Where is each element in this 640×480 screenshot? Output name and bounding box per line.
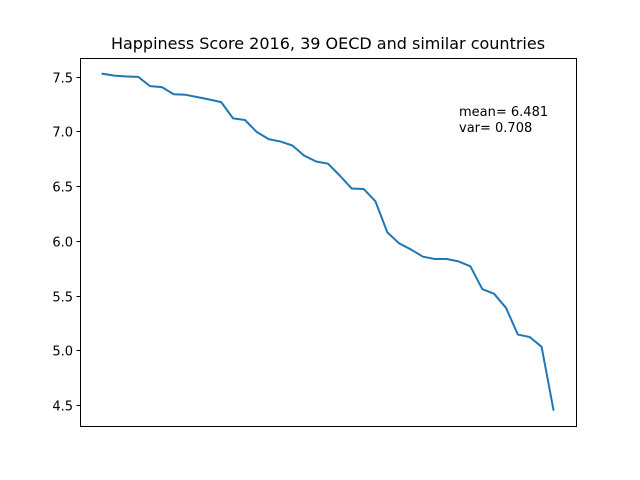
y-tick-label: 6.0 <box>52 236 73 251</box>
plot-frame <box>80 58 577 427</box>
y-tick-label: 7.5 <box>52 72 73 87</box>
y-tick-label: 6.5 <box>52 181 73 196</box>
mean-annotation: mean= 6.481 <box>459 105 548 120</box>
y-tick-label: 5.5 <box>52 291 73 306</box>
series-line <box>101 72 555 411</box>
y-tick-label: 7.0 <box>52 126 73 141</box>
y-tick-label: 4.5 <box>52 400 73 415</box>
variance-annotation: var= 0.708 <box>459 121 532 136</box>
y-axis: 4.5 5.0 5.5 6.0 6.5 7.0 7.5 <box>52 72 81 415</box>
y-tick-label: 5.0 <box>52 345 73 360</box>
chart-title: Happiness Score 2016, 39 OECD and simila… <box>111 34 545 53</box>
